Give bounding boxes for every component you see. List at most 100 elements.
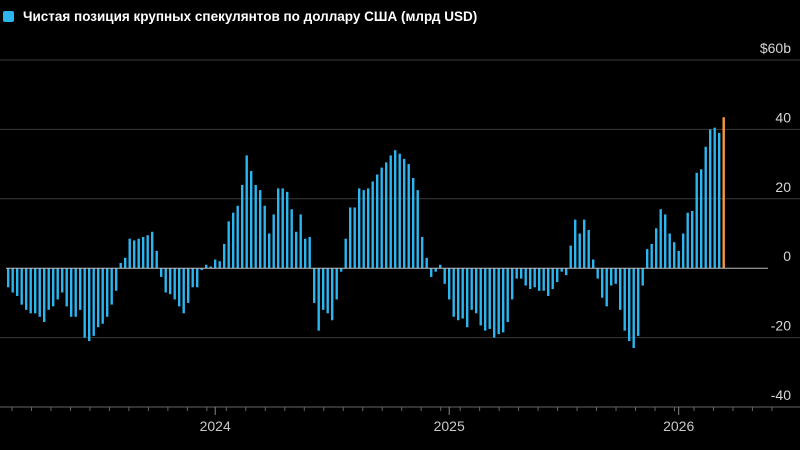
y-tick-label: 20: [775, 179, 791, 195]
bar: [457, 268, 460, 321]
bar: [668, 233, 671, 269]
bar: [128, 238, 131, 269]
bar: [601, 268, 604, 298]
bar: [637, 268, 640, 336]
bar: [412, 177, 415, 269]
bar: [272, 214, 275, 269]
bar: [110, 268, 113, 305]
bar: [587, 230, 590, 269]
bar: [178, 268, 181, 307]
x-tick-label: 2024: [200, 418, 231, 434]
bar: [403, 158, 406, 269]
bar: [520, 268, 523, 279]
bar: [646, 249, 649, 269]
bar: [394, 150, 397, 269]
bar: [281, 188, 284, 269]
bar: [574, 219, 577, 269]
bar: [52, 268, 55, 307]
bar: [479, 268, 482, 326]
bar: [556, 268, 559, 283]
bar: [560, 268, 563, 272]
bar: [376, 174, 379, 269]
y-tick-label: $60b: [760, 40, 791, 56]
bar: [232, 212, 235, 269]
bar: [385, 162, 388, 269]
bar: [47, 268, 50, 310]
bar: [502, 268, 505, 333]
bar: [452, 268, 455, 317]
bar: [241, 184, 244, 269]
bar: [119, 263, 122, 269]
bar: [578, 233, 581, 269]
bar: [443, 268, 446, 284]
bar: [718, 132, 721, 269]
bar: [92, 268, 95, 336]
bar: [430, 268, 433, 277]
bar: [538, 268, 541, 291]
bars: [7, 117, 725, 349]
bar: [713, 127, 716, 269]
bar: [650, 243, 653, 269]
bar: [214, 259, 217, 269]
bar: [493, 268, 496, 338]
bar: [16, 268, 19, 296]
bar: [542, 268, 545, 291]
bar: [299, 214, 302, 269]
bar: [227, 221, 230, 269]
bar: [695, 172, 698, 269]
bar: [70, 268, 73, 317]
bar: [164, 268, 167, 293]
bar: [205, 264, 208, 269]
y-tick-label: -40: [771, 387, 791, 403]
bar: [439, 264, 442, 269]
chart-legend: Чистая позиция крупных спекулянтов по до…: [3, 9, 477, 24]
bar: [614, 268, 617, 284]
bar: [331, 268, 334, 321]
bar: [655, 228, 658, 269]
bar: [407, 164, 410, 269]
bar: [223, 243, 226, 269]
bar: [236, 205, 239, 269]
bar: [565, 268, 568, 276]
bar: [146, 235, 149, 269]
bar: [250, 171, 253, 269]
bar: [295, 231, 298, 269]
x-tick-label: 2026: [663, 418, 694, 434]
bar: [470, 268, 473, 310]
bar: [79, 268, 82, 310]
bar: [398, 153, 401, 269]
bar: [475, 268, 478, 314]
bar: [664, 214, 667, 269]
bar: [7, 268, 10, 288]
bar: [263, 205, 266, 269]
bar: [362, 190, 365, 269]
bar: [682, 233, 685, 269]
x-tick-label: 2025: [434, 418, 465, 434]
bar: [29, 268, 32, 314]
y-axis-labels: $60b 40 20 0 -20 -40: [760, 40, 791, 403]
bar: [322, 268, 325, 310]
bar: [11, 268, 14, 293]
bar: [583, 219, 586, 269]
bar: [524, 268, 527, 286]
bar: [313, 268, 316, 303]
bar: [106, 268, 109, 317]
bar: [65, 268, 68, 307]
bar: [151, 231, 154, 269]
bar: [448, 268, 451, 300]
bar: [38, 268, 41, 317]
bar: [380, 167, 383, 269]
bar: [340, 268, 343, 272]
bar: [569, 245, 572, 269]
bar: [529, 268, 532, 290]
bar: [43, 268, 46, 322]
bar: [209, 266, 212, 269]
bar: [155, 250, 158, 269]
bar: [61, 268, 64, 293]
bar: [425, 257, 428, 269]
bar: [511, 268, 514, 300]
bar: [304, 238, 307, 269]
x-axis: 2024 2025 2026: [0, 406, 800, 434]
bar: [358, 188, 361, 269]
